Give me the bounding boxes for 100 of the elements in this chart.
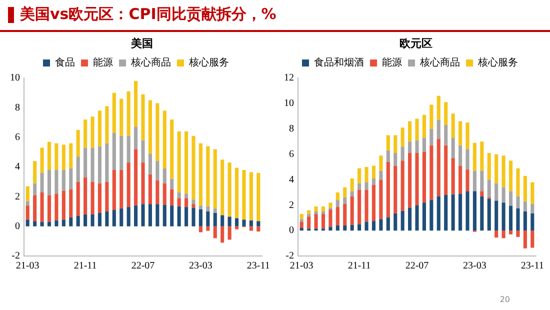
bar xyxy=(451,158,455,194)
bar xyxy=(314,212,318,214)
bar xyxy=(516,230,520,237)
bar xyxy=(98,212,102,226)
bar xyxy=(379,180,383,220)
bar xyxy=(386,135,390,150)
bar xyxy=(120,136,124,170)
bar xyxy=(394,213,398,231)
bar xyxy=(451,114,455,138)
bar xyxy=(26,220,30,226)
bar xyxy=(415,205,419,231)
bar xyxy=(184,194,188,198)
bar xyxy=(33,221,37,226)
bar xyxy=(47,195,52,222)
y-tick-label: 4 xyxy=(289,174,294,186)
bar xyxy=(336,207,340,226)
bar xyxy=(336,225,340,231)
bar xyxy=(126,207,130,226)
bar xyxy=(350,196,354,225)
bar xyxy=(364,167,368,182)
bar xyxy=(415,118,419,140)
bar xyxy=(451,138,455,158)
bar xyxy=(508,230,513,234)
bar xyxy=(234,218,239,226)
bar xyxy=(54,194,58,220)
bar xyxy=(170,206,174,226)
bar xyxy=(40,172,44,192)
bar xyxy=(148,100,152,154)
bar xyxy=(480,170,484,192)
legend-label: 核心服务 xyxy=(477,56,518,69)
bar xyxy=(228,162,232,217)
bar xyxy=(502,202,506,231)
bar xyxy=(141,162,145,204)
x-tick-label: 21-11 xyxy=(74,260,97,272)
bar xyxy=(126,136,130,163)
bar xyxy=(508,160,513,192)
x-tick-label: 23-11 xyxy=(520,260,544,272)
bar xyxy=(300,219,304,222)
legend-label: 核心商品 xyxy=(419,56,460,69)
bar xyxy=(422,202,426,231)
x-tick-label: 21-03 xyxy=(290,260,314,272)
bar xyxy=(134,149,138,206)
bar xyxy=(162,168,166,184)
bar xyxy=(228,216,232,226)
bar xyxy=(466,122,470,150)
bar xyxy=(84,120,88,148)
bar xyxy=(358,184,362,190)
bar xyxy=(364,190,368,222)
bar xyxy=(307,216,311,229)
legend-label: 能源 xyxy=(382,56,402,69)
bar xyxy=(220,160,224,216)
legend-label: 核心商品 xyxy=(130,56,171,69)
bar xyxy=(408,121,412,142)
bar xyxy=(343,225,347,231)
bar xyxy=(148,154,152,174)
bar xyxy=(530,182,534,204)
bar xyxy=(192,136,196,200)
y-tick-label: 2 xyxy=(15,191,20,202)
x-tick-label: 21-11 xyxy=(348,260,371,272)
bar xyxy=(33,195,37,222)
bar xyxy=(516,168,520,196)
bar xyxy=(494,230,498,238)
bar xyxy=(523,201,527,212)
bar xyxy=(47,170,52,196)
bar xyxy=(530,230,534,248)
bar xyxy=(350,191,354,196)
bar xyxy=(162,183,166,205)
bar xyxy=(430,128,434,146)
bar xyxy=(516,196,520,208)
legend-label: 食品 xyxy=(55,56,75,69)
bar xyxy=(177,198,181,206)
bar xyxy=(358,224,362,231)
bar xyxy=(198,206,202,210)
legend-label: 能源 xyxy=(93,56,113,69)
bar xyxy=(400,128,404,147)
bar xyxy=(33,161,37,184)
y-tick-label: 12 xyxy=(284,72,294,84)
bar xyxy=(62,190,66,220)
bar xyxy=(472,170,476,192)
bar xyxy=(400,160,404,211)
bar xyxy=(69,168,73,190)
bar xyxy=(343,187,347,198)
bar xyxy=(379,219,383,231)
bar xyxy=(372,184,376,222)
bar xyxy=(206,212,210,226)
bar xyxy=(458,121,462,146)
bar xyxy=(400,146,404,161)
bar xyxy=(394,153,398,166)
bar xyxy=(364,182,368,190)
bar xyxy=(170,189,174,206)
bar xyxy=(256,226,260,232)
bar xyxy=(126,91,130,136)
bar xyxy=(242,220,246,226)
bar xyxy=(379,156,383,171)
bar xyxy=(372,166,376,178)
bar xyxy=(256,221,260,226)
text: 20 xyxy=(500,295,510,304)
bar xyxy=(192,208,196,226)
bar xyxy=(307,210,311,214)
bar xyxy=(350,178,354,192)
